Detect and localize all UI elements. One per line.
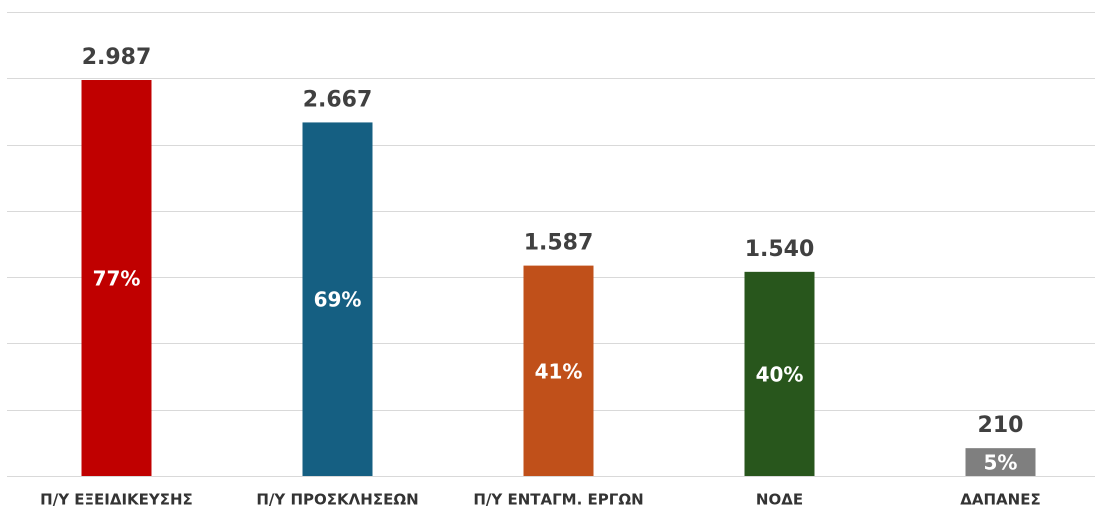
- value-label: 210: [978, 413, 1024, 438]
- x-tick-label: Π/Υ ΠΡΟΣΚΛΗΣΕΩΝ: [256, 491, 418, 509]
- bar: [744, 271, 815, 476]
- share-label: 40%: [756, 362, 804, 386]
- value-label: 1.587: [524, 231, 594, 256]
- value-label: 2.667: [303, 87, 373, 112]
- x-tick-label: Π/Υ ΕΝΤΑΓΜ. ΕΡΓΩΝ: [473, 491, 643, 509]
- x-tick-label: Π/Υ ΕΞΕΙΔΙΚΕΥΣΗΣ: [40, 491, 193, 509]
- bar: [302, 122, 373, 476]
- bar: [965, 448, 1036, 476]
- share-label: 41%: [535, 359, 583, 383]
- share-label: 77%: [93, 267, 141, 291]
- value-label: 2.987: [82, 45, 152, 70]
- bar: [81, 80, 152, 476]
- value-label: 1.540: [745, 237, 815, 262]
- bar: [523, 265, 594, 476]
- share-label: 5%: [984, 451, 1018, 475]
- x-tick-label: ΔΑΠΑΝΕΣ: [960, 491, 1040, 509]
- share-label: 69%: [314, 288, 362, 312]
- x-tick-label: ΝΟΔΕ: [756, 491, 803, 509]
